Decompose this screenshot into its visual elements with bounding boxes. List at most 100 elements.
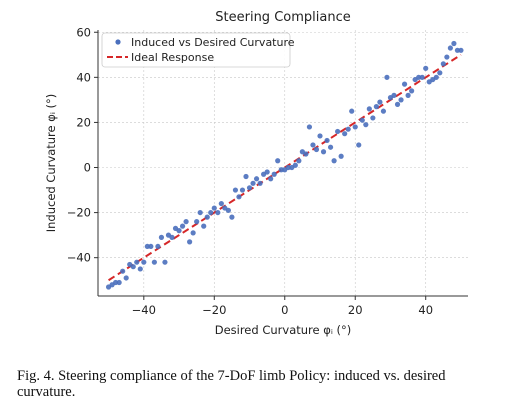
- data-point: [296, 158, 302, 164]
- data-point: [253, 176, 260, 182]
- data-point: [197, 209, 203, 216]
- data-point: [398, 97, 404, 103]
- axes: [97, 30, 468, 297]
- chart-title: Steering Compliance: [215, 10, 350, 25]
- data-point: [215, 209, 221, 216]
- x-tick-label: 20: [348, 303, 363, 317]
- y-tick-label: −20: [67, 206, 91, 220]
- data-point: [335, 128, 341, 135]
- legend: Induced vs Desired Curvature Ideal Respon…: [101, 32, 295, 68]
- data-point: [440, 61, 446, 67]
- data-point: [363, 122, 369, 128]
- data-point: [366, 106, 372, 112]
- chart: −40 −20 0 20 40 −40 −20 0 20 40 60 Steering Compl…: [44, 10, 468, 337]
- data-point: [345, 126, 351, 132]
- data-point: [176, 228, 182, 234]
- data-point: [310, 142, 316, 148]
- data-point: [151, 259, 157, 265]
- grid: [98, 30, 468, 296]
- data-point: [391, 92, 397, 98]
- data-point: [352, 124, 358, 130]
- data-point: [211, 205, 217, 211]
- data-point: [331, 158, 337, 164]
- data-point: [194, 219, 200, 225]
- data-point: [342, 131, 348, 137]
- data-point: [451, 40, 457, 47]
- data-point: [190, 230, 196, 236]
- data-point: [437, 70, 443, 76]
- legend-box: [101, 32, 291, 68]
- data-point: [359, 117, 365, 123]
- data-point: [433, 74, 439, 80]
- data-point: [130, 264, 136, 270]
- y-tick-label: 40: [76, 70, 91, 84]
- data-point: [179, 223, 186, 229]
- data-point: [264, 169, 270, 175]
- legend-label-points: Induced vs Desired Curvature: [131, 36, 295, 49]
- data-point: [313, 146, 320, 153]
- data-point: [458, 47, 464, 53]
- data-point: [394, 101, 401, 107]
- data-point: [271, 171, 277, 177]
- data-point: [338, 153, 344, 159]
- x-axis-ticks: −40 −20 0 20 40: [132, 296, 433, 317]
- data-point: [447, 45, 453, 51]
- y-tick-label: 60: [76, 25, 91, 39]
- data-point: [409, 88, 415, 94]
- data-point: [208, 209, 214, 216]
- y-axis-label: Induced Curvature φᵢ (°): [44, 94, 58, 233]
- x-tick-label: 0: [281, 303, 288, 317]
- data-point: [444, 54, 450, 60]
- data-point: [232, 187, 239, 193]
- data-point: [320, 149, 327, 155]
- data-point: [324, 137, 330, 144]
- data-point: [349, 108, 355, 114]
- data-point: [306, 124, 313, 130]
- data-point: [158, 234, 165, 240]
- data-point: [148, 243, 154, 250]
- y-axis-ticks: −40 −20 0 20 40 60: [67, 25, 98, 265]
- data-point: [356, 142, 362, 148]
- data-point: [275, 158, 281, 164]
- x-axis-label: Desired Curvature φᵢ (°): [215, 323, 352, 337]
- data-point: [239, 187, 246, 193]
- data-point: [292, 162, 298, 168]
- data-point: [327, 144, 334, 150]
- data-point: [250, 180, 256, 186]
- y-tick-label: 20: [76, 115, 91, 129]
- legend-label-ideal: Ideal Response: [131, 51, 214, 64]
- data-point: [123, 275, 129, 281]
- data-point: [384, 74, 390, 80]
- data-point: [201, 223, 207, 229]
- data-point: [162, 259, 168, 265]
- data-point: [236, 194, 242, 200]
- y-tick-label: 0: [84, 161, 91, 175]
- figure-caption: Fig. 4. Steering compliance of the 7-DoF…: [17, 368, 446, 400]
- data-point: [268, 176, 274, 182]
- data-point: [419, 74, 425, 80]
- data-point: [187, 239, 193, 245]
- data-point: [303, 151, 309, 157]
- data-point: [225, 207, 231, 213]
- data-point: [134, 259, 140, 265]
- data-point: [169, 234, 175, 240]
- x-tick-label: 40: [418, 303, 433, 317]
- data-point: [183, 219, 189, 225]
- data-point: [204, 214, 210, 220]
- data-point: [401, 81, 408, 87]
- data-point: [218, 200, 224, 207]
- data-point: [380, 108, 387, 114]
- data-point: [370, 115, 376, 121]
- data-point: [423, 65, 429, 71]
- x-tick-label: −40: [132, 303, 156, 317]
- data-point: [137, 266, 143, 272]
- data-point: [405, 92, 411, 98]
- data-point: [120, 268, 126, 274]
- legend-marker-points: [115, 39, 121, 45]
- scatter-series: [105, 40, 464, 290]
- data-point: [141, 259, 147, 265]
- data-point: [373, 104, 379, 110]
- data-point: [243, 173, 249, 180]
- data-point: [155, 243, 161, 250]
- data-point: [229, 214, 235, 220]
